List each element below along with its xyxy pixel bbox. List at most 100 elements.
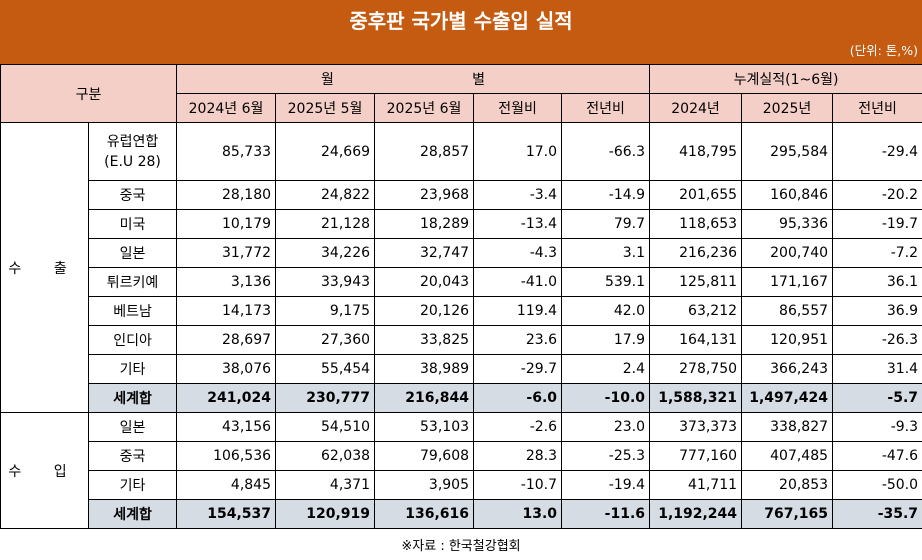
value-cell: -7.2 [832,238,922,268]
value-cell: -2.6 [473,412,563,442]
value-cell: 53,103 [374,412,475,442]
value-cell: 216,844 [374,383,475,413]
value-cell: 54,510 [275,412,376,442]
row-label-text: 기타 [119,478,146,494]
value-cell: 32,747 [374,238,475,268]
value-cell: 241,024 [176,383,277,413]
value-cell: 17.0 [473,122,563,181]
value-cell: 3,905 [374,470,475,500]
value-cell: 136,616 [374,499,475,529]
value-cell: 42.0 [561,296,651,326]
value-cell: 34,226 [275,238,376,268]
row-label-text: 세계합 [113,507,152,523]
unit-note: (단위: 톤,%) [0,38,922,64]
value-cell: 171,167 [741,267,834,297]
value-cell: -10.0 [561,383,651,413]
value-cell: 106,536 [176,441,277,471]
value-cell: 278,750 [649,354,743,384]
row-label-text: 인디아 [113,333,152,349]
value-cell: 41,711 [649,470,743,500]
value-cell: 63,212 [649,296,743,326]
value-cell: 95,336 [741,209,834,239]
value-cell: 4,371 [275,470,376,500]
value-cell: 20,853 [741,470,834,500]
row-label-sub: (E.U 28) [104,153,161,170]
table-row: 기타 38,076 55,454 38,989 -29.7 2.4 278,750 366,2… [1,354,922,384]
header-row-1: 구분 월 별 누계실적(1~6월) [0,64,922,123]
value-cell: 24,669 [275,122,376,181]
row-label-text: 튀르키예 [106,275,159,291]
row-label-text: 베트남 [113,304,152,320]
value-cell: 200,740 [741,238,834,268]
value-cell: -29.7 [473,354,563,384]
value-cell: 1,192,244 [649,499,743,529]
value-cell: 1,497,424 [741,383,834,413]
value-cell: 85,733 [176,122,277,181]
value-cell: 164,131 [649,325,743,355]
header-row-2: 2024년 6월 2025년 5월 2025년 6월 전월비 전년비 2024년… [1,93,922,123]
monthly-header: 월 별 [176,64,651,94]
row-label: 베트남 [87,296,178,326]
value-cell: 2.4 [561,354,651,384]
value-cell: 28,180 [176,180,277,210]
value-cell: -6.0 [473,383,563,413]
export-section-label: 수 출 [0,122,89,413]
row-label: 기타 [87,354,178,384]
value-cell: 36.9 [832,296,922,326]
value-cell: 407,485 [741,441,834,471]
monthly-header-part2: 별 [472,72,486,88]
category-header: 구분 [0,64,178,123]
value-cell: 120,951 [741,325,834,355]
value-cell: 230,777 [275,383,376,413]
value-cell: 33,825 [374,325,475,355]
value-cell: -5.7 [832,383,922,413]
table-row: 미국 10,179 21,128 18,289 -13.4 79.7 118,653 95,3… [1,209,922,239]
value-cell: 118,653 [649,209,743,239]
value-cell: 23.0 [561,412,651,442]
col-header: 전월비 [473,93,563,123]
value-cell: -11.6 [561,499,651,529]
value-cell: 36.1 [832,267,922,297]
row-label: 기타 [87,470,178,500]
col-header: 2025년 [741,93,834,123]
col-header: 2025년 5월 [275,93,376,123]
value-cell: -10.7 [473,470,563,500]
row-label-text: 중국 [119,449,146,465]
row-label: 튀르키예 [87,267,178,297]
value-cell: 767,165 [741,499,834,529]
row-label: 미국 [87,209,178,239]
value-cell: -19.7 [832,209,922,239]
table-row: 베트남 14,173 9,175 20,126 119.4 42.0 63,212 86,55… [1,296,922,326]
value-cell: -9.3 [832,412,922,442]
table-row: 일본 31,772 34,226 32,747 -4.3 3.1 216,236 200,74… [1,238,922,268]
value-cell: 28.3 [473,441,563,471]
export-total-row: 세계합 241,024 230,777 216,844 -6.0 -10.0 1,588,3… [1,383,922,413]
value-cell: 4,845 [176,470,277,500]
table-row: 기타 4,845 4,371 3,905 -10.7 -19.4 41,711 20,853-… [1,470,922,500]
table-row: 튀르키예 3,136 33,943 20,043 -41.0 539.1 125,811 17… [1,267,922,297]
col-header: 전년비 [832,93,922,123]
value-cell: 23,968 [374,180,475,210]
value-cell: -47.6 [832,441,922,471]
value-cell: 28,857 [374,122,475,181]
value-cell: 338,827 [741,412,834,442]
row-label: 인디아 [87,325,178,355]
value-cell: -3.4 [473,180,563,210]
row-label-text: 기타 [119,362,146,378]
value-cell: 43,156 [176,412,277,442]
table-row: 인디아 28,697 27,360 33,825 23.6 17.9 164,131 120,… [1,325,922,355]
value-cell: 3.1 [561,238,651,268]
value-cell: 154,537 [176,499,277,529]
import-section-label: 수 입 [0,412,89,529]
monthly-header-part1: 월 [321,72,334,88]
value-cell: 17.9 [561,325,651,355]
value-cell: 216,236 [649,238,743,268]
value-cell: 79.7 [561,209,651,239]
value-cell: -25.3 [561,441,651,471]
import-total-row: 세계합 154,537 120,919 136,616 13.0 -11.6 1,192,2… [1,499,922,529]
row-label-text: 유럽연합 [106,133,159,150]
value-cell: 79,608 [374,441,475,471]
value-cell: 160,846 [741,180,834,210]
cumulative-header: 누계실적(1~6월) [649,64,922,94]
value-cell: 539.1 [561,267,651,297]
